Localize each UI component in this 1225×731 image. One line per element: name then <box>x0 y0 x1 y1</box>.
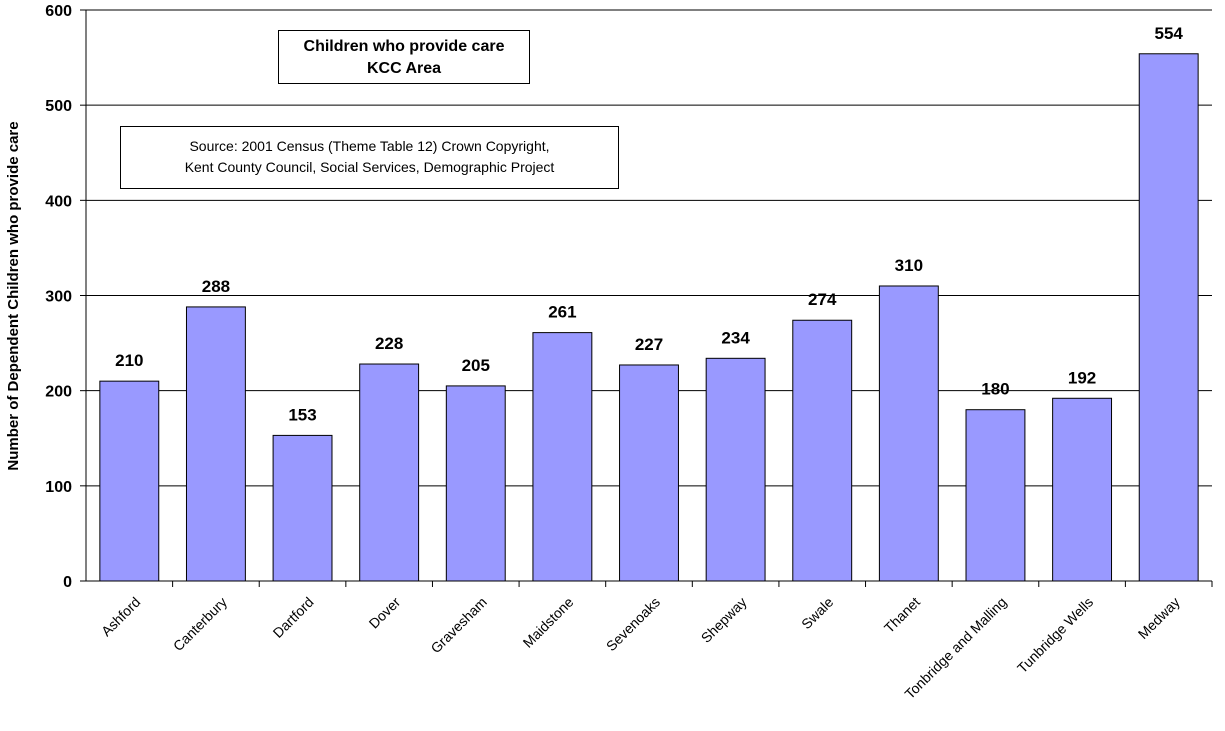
bar <box>99 380 160 582</box>
data-label: 210 <box>115 351 143 370</box>
y-axis-title: Number of Dependent Children who provide… <box>5 121 22 470</box>
category-label: Thanet <box>881 594 923 636</box>
data-label: 310 <box>895 256 923 275</box>
y-tick-label: 100 <box>45 479 72 496</box>
data-label: 228 <box>375 334 403 353</box>
bar <box>185 306 246 582</box>
category-label: Ashford <box>98 594 143 639</box>
category-label: Shepway <box>698 594 750 646</box>
data-label: 180 <box>981 380 1009 399</box>
category-label: Swale <box>798 594 836 632</box>
bar <box>359 363 420 582</box>
data-label: 554 <box>1155 24 1184 43</box>
category-label: Tunbridge Wells <box>1014 594 1096 676</box>
category-label: Sevenoaks <box>603 594 663 654</box>
category-label: Dover <box>366 594 404 632</box>
data-label: 274 <box>808 290 837 309</box>
y-tick-label: 400 <box>45 193 72 210</box>
y-tick-label: 500 <box>45 98 72 115</box>
data-label: 288 <box>202 277 230 296</box>
bar <box>878 285 939 582</box>
source-line-1: Source: 2001 Census (Theme Table 12) Cro… <box>189 138 550 154</box>
data-label: 205 <box>462 356 490 375</box>
category-label: Canterbury <box>170 594 230 654</box>
bars <box>99 53 1199 582</box>
category-label: Gravesham <box>427 594 489 656</box>
data-label: 192 <box>1068 368 1096 387</box>
chart-title-box: Children who provide care KCC Area <box>278 30 530 84</box>
category-label: Medway <box>1135 594 1183 642</box>
category-label: Maidstone <box>520 594 577 651</box>
bar <box>1138 53 1199 582</box>
y-tick-label: 600 <box>45 3 72 20</box>
data-label: 153 <box>288 405 316 424</box>
chart-title: Children who provide care <box>303 38 505 55</box>
axes <box>80 9 1213 587</box>
category-label: Dartford <box>270 594 317 641</box>
bar <box>619 364 679 582</box>
source-line-2: Kent County Council, Social Services, De… <box>184 159 555 175</box>
bar <box>965 409 1026 582</box>
chart-subtitle: KCC Area <box>366 60 442 77</box>
data-label: 234 <box>721 328 750 347</box>
bar <box>445 385 506 582</box>
data-label: 227 <box>635 335 663 354</box>
data-label: 261 <box>548 303 576 322</box>
bar <box>705 357 766 582</box>
bar <box>272 434 333 582</box>
bar <box>1052 397 1113 582</box>
y-tick-label: 200 <box>45 384 72 401</box>
bar <box>532 332 593 582</box>
y-tick-label: 300 <box>45 289 72 306</box>
y-tick-label: 0 <box>63 574 72 591</box>
bar <box>792 319 853 582</box>
source-note-box: Source: 2001 Census (Theme Table 12) Cro… <box>120 126 619 189</box>
